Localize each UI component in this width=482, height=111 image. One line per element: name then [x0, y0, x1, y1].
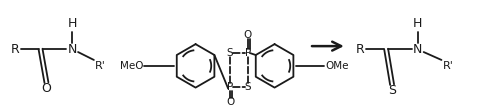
Text: S: S	[388, 84, 396, 97]
Text: R': R'	[443, 61, 454, 71]
Text: S: S	[244, 82, 251, 92]
Text: R: R	[11, 43, 19, 56]
Text: R: R	[356, 43, 365, 56]
Text: OMe: OMe	[325, 61, 348, 71]
Text: N: N	[67, 43, 77, 56]
Text: R': R'	[95, 61, 106, 71]
Text: P: P	[227, 82, 233, 92]
Text: H: H	[413, 17, 422, 30]
Text: H: H	[67, 17, 77, 30]
Text: MeO: MeO	[120, 61, 143, 71]
Text: O: O	[226, 97, 234, 107]
Text: O: O	[41, 82, 52, 95]
Text: N: N	[413, 43, 422, 56]
Text: O: O	[244, 30, 252, 40]
Text: P: P	[245, 48, 251, 58]
Text: S: S	[227, 48, 233, 58]
